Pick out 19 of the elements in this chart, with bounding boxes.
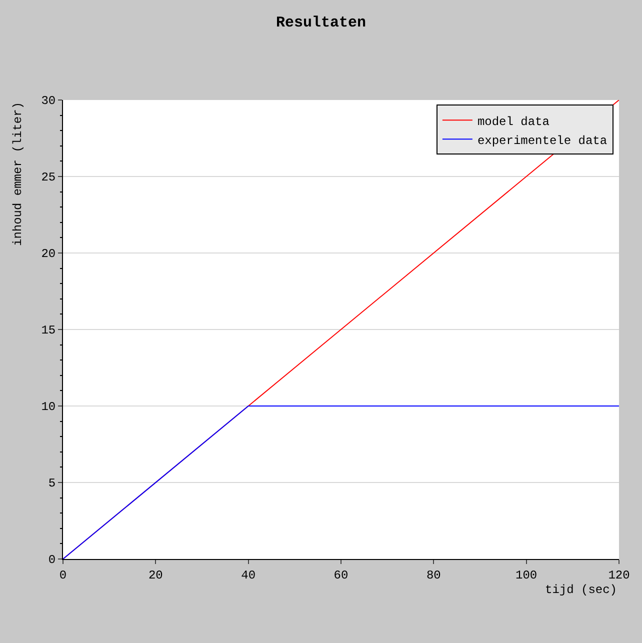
y-axis-title: inhoud emmer (liter): [11, 102, 25, 246]
x-tick-label: 20: [148, 568, 163, 582]
x-tick-label: 120: [608, 568, 630, 582]
legend-label: model data: [477, 114, 550, 129]
y-tick-label: 15: [41, 324, 56, 338]
y-tick-label: 20: [41, 247, 56, 262]
y-tick-label: 0: [48, 553, 56, 568]
legend-label: experimentele data: [477, 134, 608, 148]
x-tick-label: 40: [241, 568, 256, 582]
y-tick-label: 10: [41, 400, 56, 414]
y-tick-label: 30: [41, 94, 56, 108]
x-tick-label: 80: [426, 568, 441, 582]
chart-title: Resultaten: [276, 14, 366, 32]
y-tick-label: 25: [41, 170, 56, 185]
x-tick-label: 60: [334, 568, 348, 582]
x-axis-title: tijd (sec): [545, 583, 618, 597]
x-tick-label: 0: [59, 568, 67, 582]
y-tick-label: 5: [48, 476, 56, 491]
x-tick-label: 100: [516, 568, 538, 582]
